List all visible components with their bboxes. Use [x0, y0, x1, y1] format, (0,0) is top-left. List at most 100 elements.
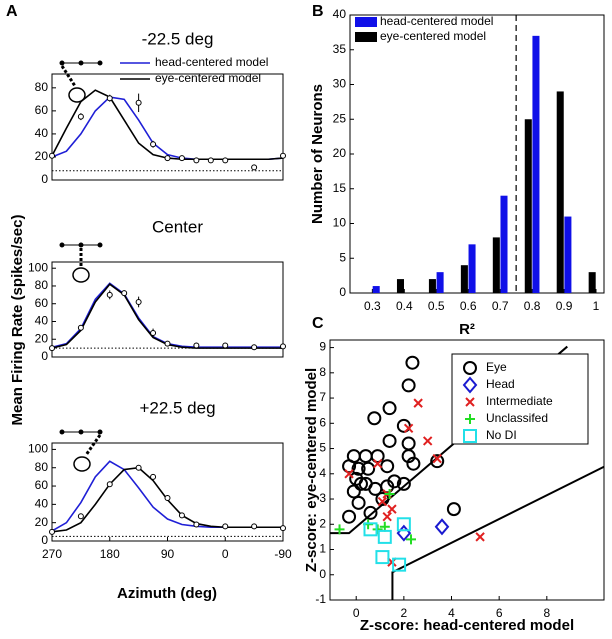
- marker: [462, 376, 478, 394]
- marker: [434, 518, 450, 536]
- x-tick-label: 270: [42, 547, 62, 561]
- y-tick-label: 40: [333, 7, 347, 21]
- bar: [556, 91, 564, 293]
- y-tick-label: 80: [35, 460, 49, 474]
- data-point: [135, 464, 142, 471]
- marker: [465, 414, 475, 424]
- marker: [401, 378, 416, 393]
- bar: [524, 119, 532, 293]
- y-tick-label: 10: [333, 216, 347, 230]
- legend-label: Intermediate: [486, 394, 553, 408]
- bar: [564, 216, 572, 293]
- marker: [396, 476, 411, 491]
- y-tick-label: 0: [319, 567, 326, 581]
- data-point: [49, 528, 55, 535]
- legend-label: No DI: [486, 428, 517, 442]
- boundary-line: [391, 465, 605, 600]
- y-tick-label: 8: [319, 365, 326, 379]
- marker: [363, 522, 378, 537]
- data-point: [222, 523, 229, 530]
- marker: [382, 511, 392, 522]
- bar: [460, 265, 468, 293]
- data-point: [150, 473, 157, 480]
- data-point: [251, 344, 258, 351]
- y-tick-label: 20: [35, 149, 49, 163]
- marker: [334, 524, 345, 535]
- marker: [377, 496, 388, 507]
- y-axis-label: Z-score: eye-centered model: [303, 368, 320, 572]
- data-point: [164, 340, 171, 347]
- marker: [405, 355, 420, 370]
- data-point: [280, 525, 286, 532]
- y-tick-label: 20: [333, 146, 347, 160]
- y-tick-label: 30: [333, 77, 347, 91]
- legend-label: head-centered model: [155, 55, 268, 69]
- marker: [361, 461, 376, 476]
- data-point: [77, 113, 84, 120]
- x-tick-label: 0.4: [396, 299, 413, 313]
- y-tick-label: 4: [319, 466, 326, 480]
- y-tick-label: 80: [35, 80, 49, 94]
- marker: [375, 492, 390, 507]
- bar: [492, 237, 500, 293]
- y-tick-label: 15: [333, 181, 347, 195]
- data-point: [150, 141, 157, 148]
- marker: [342, 509, 357, 524]
- data-point: [222, 157, 229, 164]
- x-tick-label: 4: [448, 606, 455, 620]
- marker: [475, 532, 485, 542]
- marker: [396, 524, 412, 542]
- bar: [588, 272, 596, 293]
- data-point: [106, 291, 113, 298]
- data-point: [251, 523, 258, 530]
- data-point: [222, 342, 229, 349]
- y-tick-label: 6: [319, 415, 326, 429]
- bar: [436, 272, 444, 293]
- data-point: [280, 343, 286, 350]
- x-axis-label: Azimuth (deg): [117, 585, 217, 602]
- y-tick-label: 20: [35, 331, 49, 345]
- x-axis-label: Z-score: head-centered model: [360, 617, 574, 634]
- legend-label: Eye: [486, 360, 507, 374]
- legend-label: head-centered model: [380, 14, 493, 28]
- data-point: [77, 513, 84, 520]
- legend-label: eye-centered model: [380, 29, 486, 43]
- data-point: [135, 99, 142, 106]
- data-point: [121, 290, 128, 297]
- marker: [403, 423, 414, 434]
- y-tick-label: 5: [339, 250, 346, 264]
- marker: [377, 529, 392, 544]
- marker: [387, 504, 397, 514]
- y-tick-label: 3: [319, 491, 326, 505]
- marker: [382, 401, 397, 416]
- plot-frame: [329, 339, 605, 601]
- bar: [532, 35, 540, 293]
- data-point: [178, 512, 185, 519]
- bar: [396, 279, 404, 293]
- y-tick-label: 0: [41, 349, 48, 363]
- y-tick-label: 0: [41, 533, 48, 547]
- y-axis-label: Mean Firing Rate (spikes/sec): [9, 215, 26, 426]
- marker: [384, 488, 395, 499]
- marker: [396, 517, 411, 532]
- y-tick-label: 40: [35, 314, 49, 328]
- plot-frame: [51, 261, 284, 358]
- panel-label: B: [312, 3, 324, 20]
- legend-swatch: [355, 17, 377, 27]
- data-point: [77, 324, 84, 331]
- data-point: [193, 521, 200, 528]
- data-point: [150, 330, 157, 337]
- legend-label: eye-centered model: [155, 71, 261, 85]
- x-tick-label: 8: [543, 606, 550, 620]
- data-point: [49, 152, 55, 159]
- marker: [367, 411, 382, 426]
- bar: [372, 286, 380, 293]
- marker: [382, 433, 397, 448]
- y-tick-label: 0: [339, 285, 346, 299]
- y-tick-label: 35: [333, 42, 347, 56]
- x-tick-label: 1: [593, 299, 600, 313]
- y-tick-label: 5: [319, 441, 326, 455]
- head-icon: [59, 60, 103, 472]
- data-point: [193, 157, 200, 164]
- data-point: [178, 155, 185, 162]
